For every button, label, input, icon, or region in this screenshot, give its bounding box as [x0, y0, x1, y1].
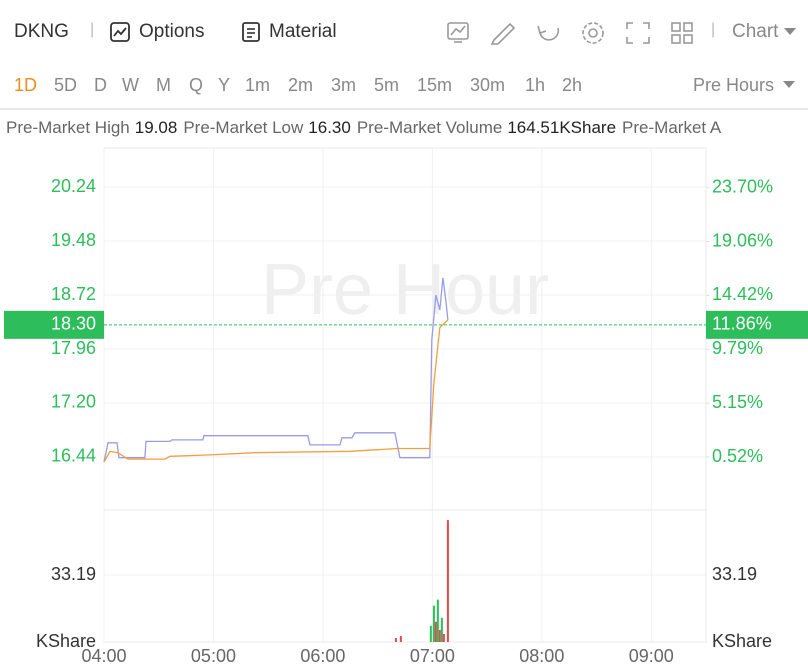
- session-dropdown[interactable]: Pre Hours: [693, 75, 775, 95]
- volume-bar: [446, 520, 449, 642]
- timeframe-tab[interactable]: D: [94, 75, 107, 95]
- material-icon[interactable]: [242, 22, 260, 42]
- y-tick-label: 20.24: [51, 176, 96, 196]
- x-tick-label: 05:00: [191, 646, 236, 666]
- x-tick-label: 07:00: [410, 646, 455, 666]
- price-line: [103, 319, 449, 463]
- y-tick-label: 18.72: [51, 284, 96, 304]
- options-icon[interactable]: [110, 22, 130, 42]
- timeframe-tab[interactable]: Q: [189, 75, 204, 95]
- x-tick-label: 06:00: [300, 646, 345, 666]
- volume-bar: [442, 633, 445, 642]
- x-tick-label: 09:00: [629, 646, 674, 666]
- symbol[interactable]: DKNG: [14, 21, 69, 42]
- divider: |: [711, 21, 716, 38]
- timeframe-bar: Pre Hours 1D 5D D W M Q Y 1m 2m 3m 5m 15m 30m 1h 2h: [0, 62, 808, 110]
- info-value: 16.30: [308, 118, 351, 137]
- timeframe-tab[interactable]: 1h: [525, 75, 546, 95]
- volume-tick-label: 33.19: [712, 564, 757, 584]
- timeframe-tab[interactable]: 1D: [14, 75, 38, 95]
- y2-tick-label: 14.42%: [712, 284, 773, 304]
- volume-bar: [429, 625, 432, 642]
- info-label: Pre-Market Volume: [356, 118, 503, 137]
- timeframe-tab[interactable]: 5m: [374, 75, 400, 95]
- x-tick-label: 04:00: [81, 646, 126, 666]
- volume-tick-label: 33.19: [51, 564, 96, 584]
- volume-bar: [434, 621, 437, 642]
- timeframe-tab[interactable]: M: [156, 75, 171, 95]
- timeframe-tab[interactable]: 2m: [288, 75, 314, 95]
- timeframe-tab[interactable]: 5D: [54, 75, 78, 95]
- volume-unit: KShare: [36, 631, 96, 651]
- info-value: 19.08: [134, 118, 178, 137]
- watermark: Pre Hour: [261, 250, 549, 330]
- volume-bar: [399, 635, 402, 642]
- dropdown-arrow: [784, 28, 796, 35]
- last-change-box: [706, 310, 808, 339]
- y2-tick-label: 23.70%: [712, 176, 773, 196]
- toolbar: DKNG | Options Material | Chart: [0, 0, 808, 62]
- plot-frame: [103, 147, 707, 643]
- y2-tick-label: 19.06%: [712, 230, 773, 250]
- y2-tick-label: 5.15%: [712, 392, 763, 412]
- options-button[interactable]: Options: [139, 21, 205, 42]
- volume-bar: [438, 629, 441, 642]
- info-label: Pre-Market A: [622, 118, 722, 137]
- info-label: Pre-Market High: [6, 118, 130, 137]
- volume-bar: [440, 617, 443, 642]
- timeframe-tab[interactable]: W: [122, 75, 139, 95]
- volume-unit: KShare: [712, 631, 772, 651]
- last-price-label: 18.30: [51, 314, 96, 334]
- price-line: [103, 277, 449, 463]
- timeframe-tab[interactable]: 15m: [417, 75, 453, 95]
- y-tick-label: 16.44: [51, 446, 96, 466]
- timeframe-tab[interactable]: 30m: [470, 75, 506, 95]
- timeframe-tab[interactable]: Y: [218, 75, 231, 95]
- info-row: Pre-Market High 19.08 Pre-Market Low 16.30 P…: [6, 118, 808, 138]
- info-label: Pre-Market Low: [183, 118, 304, 137]
- volume-bar: [432, 605, 435, 642]
- timeframe-tab[interactable]: 3m: [331, 75, 357, 95]
- y-tick-label: 17.96: [51, 338, 96, 358]
- y-tick-label: 17.20: [51, 392, 96, 412]
- x-tick-label: 08:00: [519, 646, 564, 666]
- info-value: 164.51KShare: [507, 118, 617, 137]
- last-price-box: [4, 310, 104, 339]
- timeframe-tab[interactable]: 2h: [562, 75, 583, 95]
- timeframe-tab[interactable]: 1m: [245, 75, 271, 95]
- y2-tick-label: 0.52%: [712, 446, 763, 466]
- volume-bar: [436, 599, 439, 642]
- y-tick-label: 19.48: [51, 230, 96, 250]
- volume-bar: [394, 637, 397, 642]
- last-change-label: 11.86%: [712, 314, 772, 334]
- dropdown-arrow: [783, 81, 795, 88]
- y2-tick-label: 9.79%: [712, 338, 763, 358]
- material-button[interactable]: Material: [269, 21, 337, 42]
- tool-icons[interactable]: [446, 20, 696, 46]
- chart-dropdown[interactable]: Chart: [732, 21, 779, 42]
- divider: |: [90, 21, 95, 38]
